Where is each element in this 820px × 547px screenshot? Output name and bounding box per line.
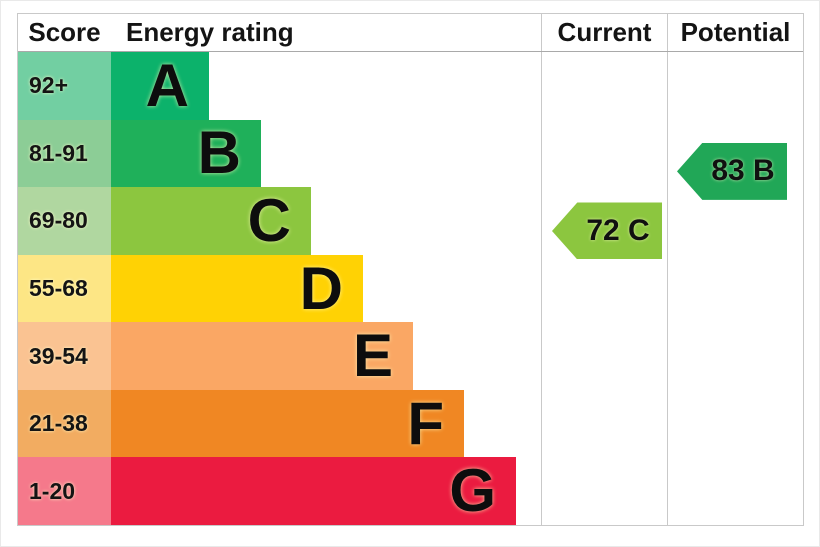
rating-bar-g: G — [111, 457, 516, 526]
band-letter-c: C — [247, 186, 291, 254]
current-cell-f — [541, 389, 667, 458]
band-row-e: 39-54 E — [18, 322, 803, 390]
rating-bar-b: B — [111, 119, 261, 188]
score-range-c: 69-80 — [18, 187, 111, 255]
band-row-b: 81-91 B 83 B — [18, 119, 803, 200]
current-cell-e — [541, 322, 667, 390]
rating-cell-a: A — [111, 52, 541, 120]
rating-cell-c: C — [111, 187, 541, 255]
rating-cell-b: B — [111, 119, 541, 188]
rating-bar-c: C — [111, 187, 311, 255]
potential-rating-arrow: 83 B — [677, 142, 787, 200]
potential-cell-b: 83 B — [667, 119, 803, 200]
score-range-b: 81-91 — [18, 119, 111, 188]
header-current: Current — [541, 14, 667, 51]
potential-cell-d — [667, 254, 803, 323]
rating-cell-f: F — [111, 389, 541, 458]
potential-cell-a — [667, 52, 803, 120]
rating-bar-d: D — [111, 254, 363, 323]
rating-bar-f: F — [111, 389, 464, 458]
band-letter-g: G — [449, 457, 496, 525]
potential-rating-label: 83 B — [711, 154, 775, 188]
score-range-e: 39-54 — [18, 322, 111, 390]
header-energy-rating: Energy rating — [126, 17, 294, 47]
band-letter-b: B — [197, 119, 241, 187]
rating-bar-a: A — [111, 52, 209, 120]
potential-cell-f — [667, 389, 803, 458]
table-header-row: Score Energy rating Current Potential — [18, 14, 803, 52]
band-row-c: 69-80 C 72 C — [18, 187, 803, 260]
potential-cell-c — [667, 187, 803, 255]
current-cell-c: 72 C — [541, 187, 667, 260]
potential-cell-g — [667, 457, 803, 526]
rating-cell-d: D — [111, 254, 541, 323]
potential-cell-e — [667, 322, 803, 390]
score-range-d: 55-68 — [18, 254, 111, 323]
band-row-d: 55-68 D — [18, 254, 803, 323]
band-letter-e: E — [352, 322, 393, 390]
current-cell-a — [541, 52, 667, 120]
band-letter-a: A — [145, 51, 189, 119]
rating-bar-e: E — [111, 322, 413, 390]
band-letter-f: F — [407, 389, 444, 457]
header-potential: Potential — [667, 14, 803, 51]
score-range-a: 92+ — [18, 52, 111, 120]
epc-rating-table: Score Energy rating Current Potential 92… — [17, 13, 804, 526]
header-score: Score — [28, 17, 101, 47]
current-cell-b — [541, 119, 667, 188]
current-cell-g — [541, 457, 667, 526]
band-row-f: 21-38 F — [18, 389, 803, 458]
rating-cell-e: E — [111, 322, 541, 390]
band-row-a: 92+ A — [18, 52, 803, 120]
score-range-g: 1-20 — [18, 457, 111, 526]
current-rating-label: 72 C — [586, 213, 650, 247]
score-range-f: 21-38 — [18, 389, 111, 458]
band-row-g: 1-20 G — [18, 457, 803, 526]
band-letter-d: D — [299, 254, 343, 322]
current-cell-d — [541, 254, 667, 323]
current-rating-arrow: 72 C — [552, 202, 662, 260]
rating-cell-g: G — [111, 457, 541, 526]
